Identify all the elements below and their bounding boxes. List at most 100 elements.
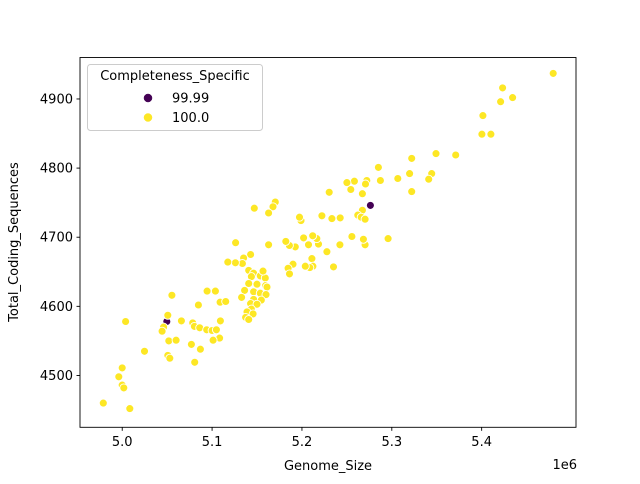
data-point (304, 240, 313, 250)
data-point (98, 398, 108, 408)
y-tick-label: 4700 (40, 231, 73, 246)
legend-box (87, 64, 263, 131)
data-point (393, 174, 403, 183)
data-point (211, 325, 221, 335)
plot-area: 5.0 5.1 5.2 5.3 5.4 4500 4600 4700 4800 4900 (40, 57, 577, 450)
data-point (249, 203, 259, 213)
data-point (349, 176, 359, 186)
data-point (329, 262, 338, 272)
x-tick-label: 5.0 (112, 435, 133, 450)
y-tick-label: 4500 (40, 369, 73, 384)
data-point (176, 316, 186, 326)
data-point (167, 290, 177, 300)
x-axis-label: Genome_Size (284, 459, 372, 474)
legend: Completeness_Specific 99.99 100.0 (87, 64, 263, 131)
y-axis-label: Total_Coding_Sequences (7, 162, 22, 323)
data-point (405, 169, 415, 179)
data-point (307, 254, 317, 264)
data-point (477, 129, 487, 139)
data-point (231, 238, 241, 248)
x-tick-label: 5.1 (202, 435, 223, 450)
y-tick-label: 4800 (40, 162, 73, 177)
data-point (335, 240, 345, 250)
data-point (346, 185, 356, 194)
data-point (358, 234, 368, 244)
data-point (193, 300, 203, 310)
x-tick-label: 5.2 (292, 435, 313, 450)
data-point (246, 250, 256, 259)
data-point (157, 326, 167, 336)
legend-title: Completeness_Specific (100, 69, 250, 84)
legend-entry-label: 100.0 (172, 111, 209, 126)
data-point (140, 346, 149, 356)
data-point (114, 372, 124, 382)
x-axis-offset-label: 1e6 (552, 458, 577, 473)
data-point (295, 212, 304, 222)
data-point (252, 299, 262, 309)
data-point (208, 335, 218, 345)
data-point (163, 310, 173, 320)
data-point (548, 68, 558, 78)
y-tick-label: 4600 (40, 300, 73, 315)
data-point (451, 150, 461, 160)
legend-marker (143, 93, 153, 103)
data-point (262, 282, 272, 292)
data-point (373, 162, 383, 172)
x-tick-label: 5.4 (471, 435, 492, 450)
data-point (264, 240, 274, 250)
data-point (498, 83, 508, 93)
x-tick-label: 5.3 (381, 435, 402, 450)
plot-frame (79, 57, 577, 428)
data-point (285, 269, 294, 279)
data-point (424, 174, 434, 184)
legend-entries: 99.99 100.0 (143, 92, 209, 126)
data-point (215, 316, 225, 326)
data-point (324, 187, 334, 197)
data-point (317, 211, 327, 221)
data-point (342, 178, 352, 188)
data-point (322, 247, 332, 257)
data-point (327, 214, 337, 224)
data-point (221, 297, 231, 306)
data-point (347, 232, 357, 241)
data-point (357, 189, 367, 199)
data-point (210, 286, 220, 296)
data-point (486, 129, 496, 139)
data-point (308, 231, 318, 241)
data-point (508, 93, 518, 103)
data-point (223, 257, 233, 267)
data-point (335, 213, 345, 223)
data-point (230, 258, 240, 268)
legend-marker (143, 113, 153, 122)
data-point (407, 187, 417, 197)
data-point (300, 261, 310, 271)
data-point (258, 266, 268, 276)
legend-entry-label: 99.99 (172, 92, 209, 107)
data-point (365, 200, 375, 210)
data-point (268, 202, 278, 212)
data-point (478, 111, 488, 121)
data-point (165, 353, 175, 363)
data-point (164, 336, 174, 346)
data-point (117, 363, 127, 373)
data-point (361, 179, 370, 189)
data-point (190, 357, 200, 367)
data-point (125, 404, 135, 414)
data-point (299, 233, 309, 243)
data-point (171, 335, 181, 345)
data-point (496, 97, 506, 107)
data-point (407, 153, 417, 163)
data-point (195, 344, 205, 354)
data-point (202, 286, 212, 296)
data-point (264, 208, 274, 218)
data-point (119, 383, 129, 393)
data-point (281, 236, 291, 246)
data-point (244, 315, 254, 324)
data-point (431, 149, 441, 159)
data-point (237, 292, 247, 302)
data-point (375, 176, 385, 185)
y-tick-label: 4900 (40, 92, 73, 107)
data-point (186, 339, 196, 349)
data-point (383, 234, 393, 244)
